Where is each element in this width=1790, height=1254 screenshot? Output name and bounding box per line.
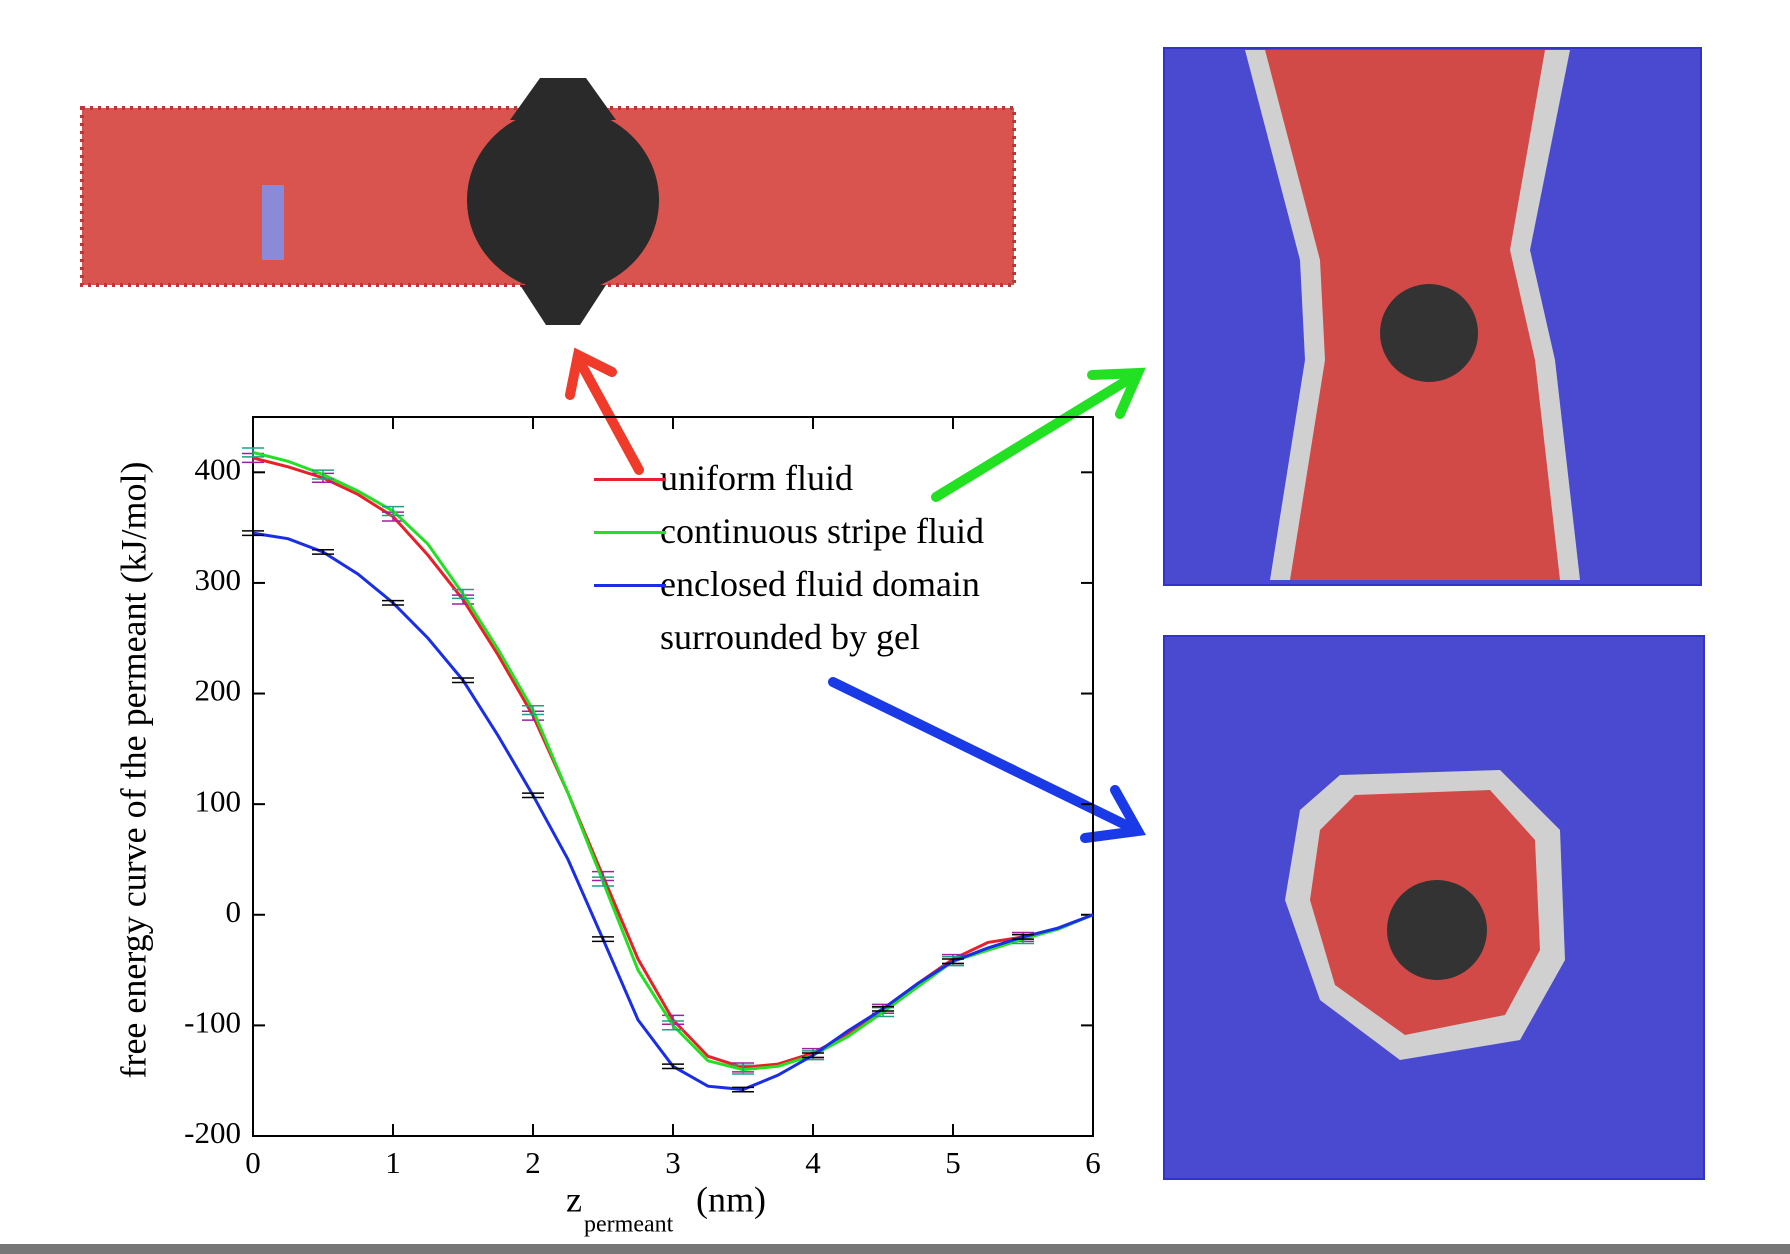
nanoparticle — [1380, 284, 1478, 382]
error-bar — [452, 588, 474, 600]
y-tick-label: -100 — [184, 1004, 241, 1039]
arrow-head — [1080, 785, 1146, 843]
x-tick-label: 5 — [945, 1145, 961, 1180]
error-bar — [312, 469, 334, 480]
x-axis-label-subscript: permeant — [584, 1212, 674, 1238]
y-tick-label: -200 — [184, 1115, 241, 1150]
error-bar — [872, 1005, 894, 1012]
arrow — [931, 370, 1141, 502]
legend-entry: uniform fluid — [594, 452, 1080, 505]
error-bar — [382, 505, 404, 517]
legend-swatch — [594, 584, 666, 587]
legend-label: continuous stripe fluid — [660, 511, 984, 551]
error-bar — [1012, 933, 1034, 940]
legend-swatch — [594, 478, 666, 481]
x-tick-label: 3 — [665, 1145, 681, 1180]
nanoparticle — [467, 108, 659, 292]
y-tick-label: 300 — [195, 562, 242, 597]
error-bar — [802, 1052, 824, 1059]
nanoparticle — [1387, 880, 1487, 980]
bottom-bar — [0, 1244, 1790, 1254]
error-bar — [942, 958, 964, 965]
error-bar — [312, 548, 334, 555]
y-tick-label: 100 — [195, 783, 242, 818]
nanoparticle-bottom — [520, 285, 606, 325]
error-bar — [382, 599, 404, 606]
legend-entry: continuous stripe fluid — [594, 505, 1080, 558]
permeant — [262, 185, 284, 260]
error-bar — [732, 1064, 754, 1075]
x-axis-label: z — [566, 1179, 582, 1219]
error-bar — [732, 1086, 754, 1093]
y-tick-label: 200 — [195, 673, 242, 708]
legend-label: uniform fluid — [660, 458, 853, 498]
error-bar — [242, 530, 264, 537]
error-bar — [592, 936, 614, 943]
x-tick-label: 0 — [245, 1145, 261, 1180]
error-bar — [662, 1020, 684, 1031]
error-bar — [522, 704, 544, 716]
arrow-head — [565, 347, 617, 400]
error-bar — [452, 677, 474, 684]
legend-label: enclosed fluid domain surrounded by gel — [660, 564, 980, 657]
error-bar — [662, 1063, 684, 1070]
x-tick-label: 6 — [1085, 1145, 1101, 1180]
error-bar — [522, 792, 544, 799]
x-tick-label: 4 — [805, 1145, 821, 1180]
x-tick-label: 2 — [525, 1145, 541, 1180]
plot: -200 -100 0 100 200 300 400 0 1 2 3 4 5 6 — [184, 416, 1101, 1180]
y-axis-label: free energy curve of the permeant (kJ/mo… — [113, 461, 153, 1078]
x-axis-label-unit: (nm) — [696, 1179, 766, 1219]
nanoparticle-top — [510, 78, 616, 120]
legend: uniform fluid continuous stripe fluid encl… — [594, 452, 1080, 664]
legend-swatch — [594, 531, 666, 534]
x-tick-label: 1 — [385, 1145, 401, 1180]
error-bar — [242, 447, 264, 458]
y-tick-label: 0 — [226, 894, 242, 929]
error-bar — [592, 876, 614, 887]
arrow-head — [1087, 367, 1146, 419]
legend-entry: enclosed fluid domain surrounded by gel — [594, 558, 1080, 664]
arrow — [828, 677, 1141, 835]
y-tick-label: 400 — [195, 451, 242, 486]
